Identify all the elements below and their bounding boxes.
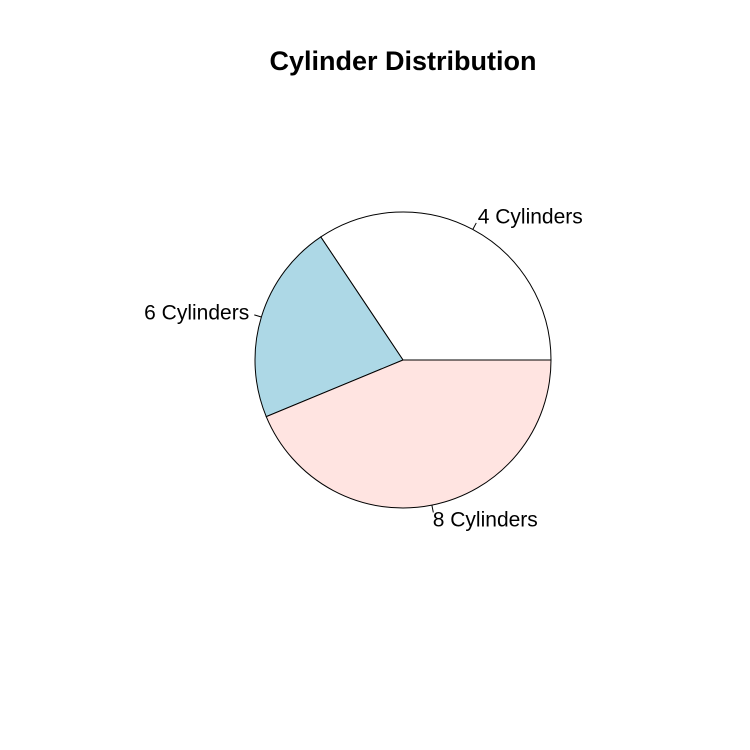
pie-leader-lines <box>254 222 477 513</box>
pie-labels: 4 Cylinders 6 Cylinders 8 Cylinders <box>144 205 583 531</box>
pie-slice-8-cylinders <box>265 359 552 509</box>
chart-title: Cylinder Distribution <box>269 46 536 76</box>
leader-line-4-cylinders <box>472 222 477 230</box>
slice-label-4-cylinders: 4 Cylinders <box>478 205 583 228</box>
slice-label-6-cylinders: 6 Cylinders <box>144 302 249 325</box>
pie-slice-6-cylinders <box>254 236 404 418</box>
slice-label-8-cylinders: 8 Cylinders <box>433 509 538 532</box>
pie-slices <box>254 211 552 509</box>
leader-line-8-cylinders <box>431 505 434 513</box>
leader-line-6-cylinders <box>254 314 262 318</box>
